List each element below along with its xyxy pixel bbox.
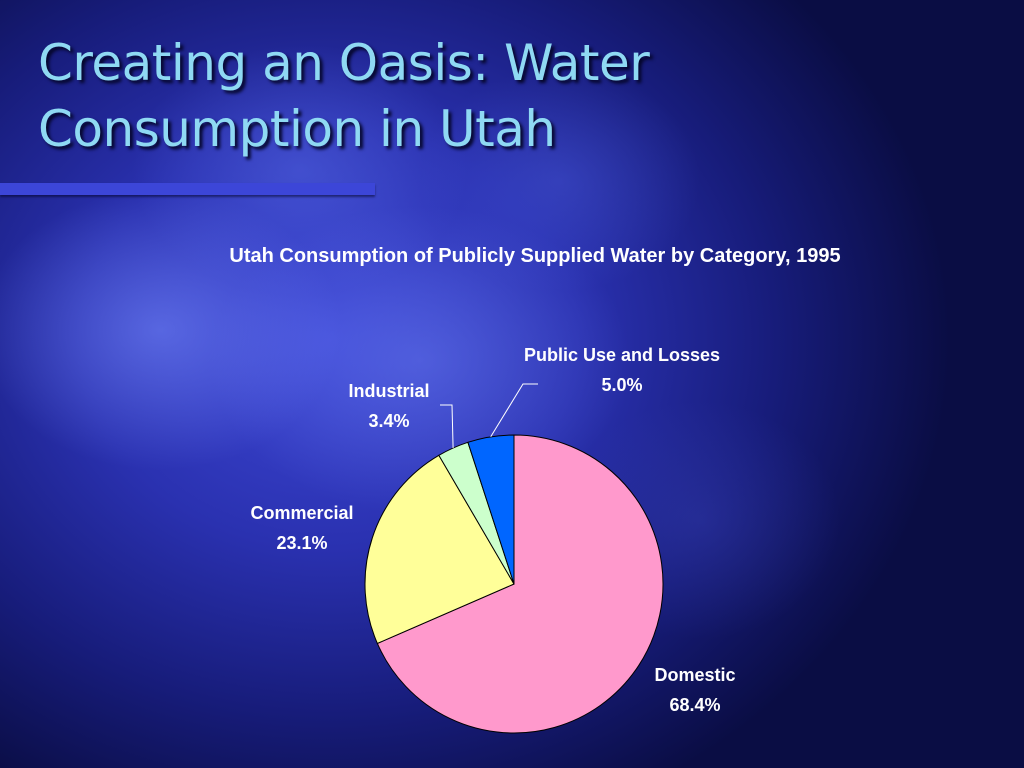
label-commercial-name: Commercial [250, 503, 354, 523]
chart-title: Utah Consumption of Publicly Supplied Wa… [229, 245, 841, 267]
label-domestic: Domestic 68.4% [585, 660, 805, 720]
slide-title-line-2: Consumption in Utah [38, 100, 556, 158]
label-public-use: Public Use and Losses 5.0% [522, 340, 722, 400]
label-industrial-name: Industrial [348, 381, 430, 401]
label-public-use-name: Public Use and Losses [523, 345, 721, 365]
label-commercial-value: 23.1% [276, 533, 328, 553]
leader-line-public-use [490, 383, 538, 438]
slide-title: Creating an Oasis: Water Consumption in … [38, 30, 798, 162]
slice-commercial [364, 454, 515, 645]
label-domestic-name: Domestic [654, 665, 736, 685]
label-domestic-value: 68.4% [669, 695, 721, 715]
slice-domestic [376, 434, 664, 734]
label-commercial: Commercial 23.1% [192, 498, 412, 558]
title-underline [0, 183, 375, 195]
label-industrial-value: 3.4% [368, 411, 410, 431]
leader-line-industrial [440, 404, 454, 449]
label-public-use-value: 5.0% [601, 375, 643, 395]
label-industrial: Industrial 3.4% [279, 376, 499, 436]
slide-title-line-1: Creating an Oasis: Water [38, 34, 650, 92]
slice-public-use [467, 434, 515, 585]
